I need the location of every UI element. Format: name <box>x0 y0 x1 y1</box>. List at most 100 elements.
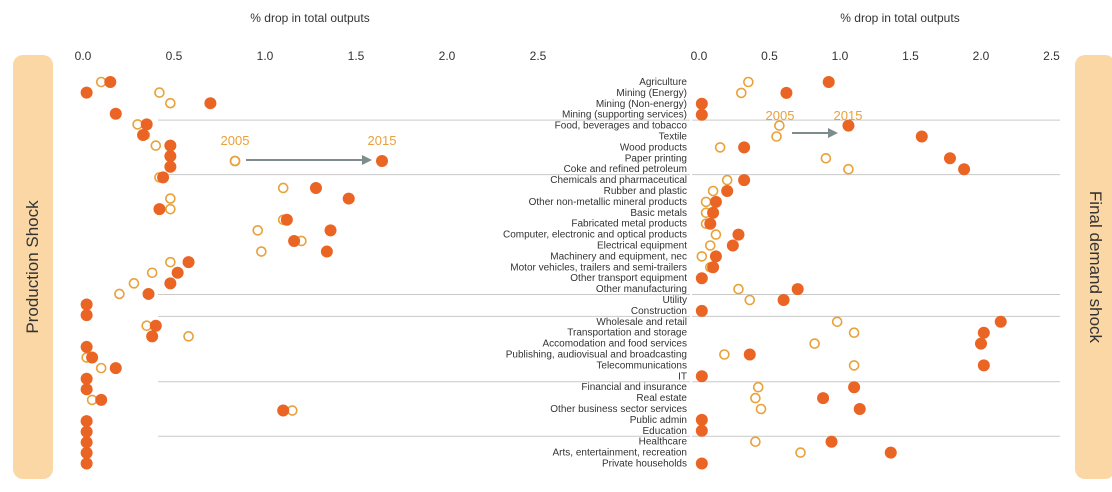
right-point-2005 <box>750 436 761 448</box>
category-label: Utility <box>663 295 687 306</box>
left-point-2015 <box>280 213 293 226</box>
right-x-tick-label: 1.5 <box>902 49 919 63</box>
left-point-2005 <box>165 203 176 215</box>
right-x-tick-label: 0.0 <box>691 49 708 63</box>
right-x-tick-label: 1.0 <box>832 49 849 63</box>
right-point-2015 <box>777 294 790 306</box>
right-point-2015 <box>743 348 756 361</box>
category-label: Transportation and storage <box>567 328 687 339</box>
left-point-2015 <box>309 181 322 194</box>
right-point-2015 <box>943 152 956 165</box>
left-x-tick-label: 2.0 <box>439 49 456 63</box>
right-point-2005 <box>707 185 719 197</box>
left-point-2005 <box>150 140 162 151</box>
left-point-2015 <box>80 340 93 353</box>
category-label: Public admin <box>630 415 687 426</box>
left-point-2015 <box>164 277 177 290</box>
left-point-2015 <box>171 266 184 279</box>
left-point-2005 <box>146 267 158 279</box>
right-point-2005 <box>843 163 854 175</box>
final-demand-shock-box <box>1075 55 1112 479</box>
right-point-2015 <box>791 283 804 296</box>
left-point-2015 <box>153 203 166 216</box>
category-label: Publishing, audiovisual and broadcasting <box>506 350 687 361</box>
production-shock-panel: % drop in total outputs 0.0 0.5 1.0 1.5 2.0 2… <box>75 11 690 470</box>
right-point-2005 <box>714 142 726 153</box>
legend-left-2015: 2015 <box>368 133 397 148</box>
right-point-2005 <box>696 251 708 262</box>
right-point-2015 <box>732 228 745 241</box>
left-point-2015 <box>80 425 93 438</box>
right-point-2005 <box>774 120 785 131</box>
right-point-2015 <box>695 424 708 437</box>
left-point-2015 <box>342 192 355 205</box>
production-shock-box <box>13 55 53 479</box>
right-x-tick-label: 0.5 <box>761 49 778 63</box>
left-axis-title: % drop in total outputs <box>250 11 369 25</box>
left-point-2015 <box>80 457 93 470</box>
right-point-2015 <box>958 163 971 176</box>
right-point-2015 <box>695 272 708 285</box>
right-point-2015 <box>822 76 835 88</box>
legend-right-2005: 2005 <box>766 108 795 123</box>
left-point-2005 <box>165 97 176 109</box>
left-point-2015 <box>164 150 177 163</box>
category-label: Other transport equipment <box>570 273 687 284</box>
right-point-2005 <box>700 196 712 208</box>
left-point-2015 <box>95 393 108 406</box>
right-point-2015 <box>884 446 897 459</box>
category-label: Food, beverages and tobacco <box>555 121 688 132</box>
category-label: Education <box>643 426 687 437</box>
left-point-2015 <box>109 362 122 375</box>
legend-left-2005-marker <box>229 155 241 167</box>
right-point-2015 <box>709 250 722 263</box>
right-point-2005 <box>771 131 782 142</box>
category-label: Motor vehicles, trailers and semi-traile… <box>510 262 687 273</box>
left-point-2005 <box>128 278 140 289</box>
right-point-2015 <box>738 174 751 187</box>
category-label: Wood products <box>620 142 687 153</box>
left-x-tick-label: 2.5 <box>530 49 547 63</box>
right-point-2015 <box>853 403 866 415</box>
legend-left: 2005 2015 <box>221 133 397 167</box>
right-point-2005 <box>735 87 747 99</box>
right-point-2005 <box>752 381 764 393</box>
right-point-2015 <box>915 130 928 143</box>
right-point-2005 <box>721 174 733 186</box>
right-point-2005 <box>755 403 767 415</box>
right-point-2015 <box>994 315 1007 328</box>
right-point-2015 <box>695 108 708 121</box>
left-point-2005 <box>183 331 194 342</box>
category-label: Private households <box>602 459 687 470</box>
right-point-2005 <box>744 294 756 306</box>
right-point-2015 <box>780 86 793 99</box>
right-point-2015 <box>977 326 990 339</box>
right-point-2015 <box>695 304 708 317</box>
right-point-2005 <box>710 229 722 240</box>
legend-right-2015: 2015 <box>834 108 863 123</box>
right-point-2005 <box>704 240 716 251</box>
category-label: Other manufacturing <box>596 284 687 295</box>
left-x-tick-label: 1.5 <box>348 49 365 63</box>
category-label: Machinery and equipment, nec <box>550 251 687 262</box>
legend-left-arrowhead <box>362 155 372 165</box>
left-point-2015 <box>146 330 159 343</box>
left-point-2015 <box>142 287 155 300</box>
category-label: Basic metals <box>630 208 687 219</box>
category-label: Telecommunications <box>596 360 687 371</box>
category-label: Other non-metallic mineral products <box>529 197 687 208</box>
right-point-2015 <box>738 141 751 154</box>
right-point-2005 <box>809 338 820 349</box>
left-point-2015 <box>149 319 162 332</box>
right-point-2015 <box>977 359 990 372</box>
left-point-2015 <box>137 128 150 141</box>
right-point-2015 <box>817 392 830 405</box>
category-label: Chemicals and pharmaceutical <box>550 175 687 186</box>
right-point-2015 <box>707 206 720 219</box>
left-point-2015 <box>80 415 93 428</box>
left-point-2015 <box>80 446 93 459</box>
right-point-2005 <box>848 360 860 371</box>
left-point-2005 <box>256 246 267 257</box>
left-point-2015 <box>288 234 301 247</box>
